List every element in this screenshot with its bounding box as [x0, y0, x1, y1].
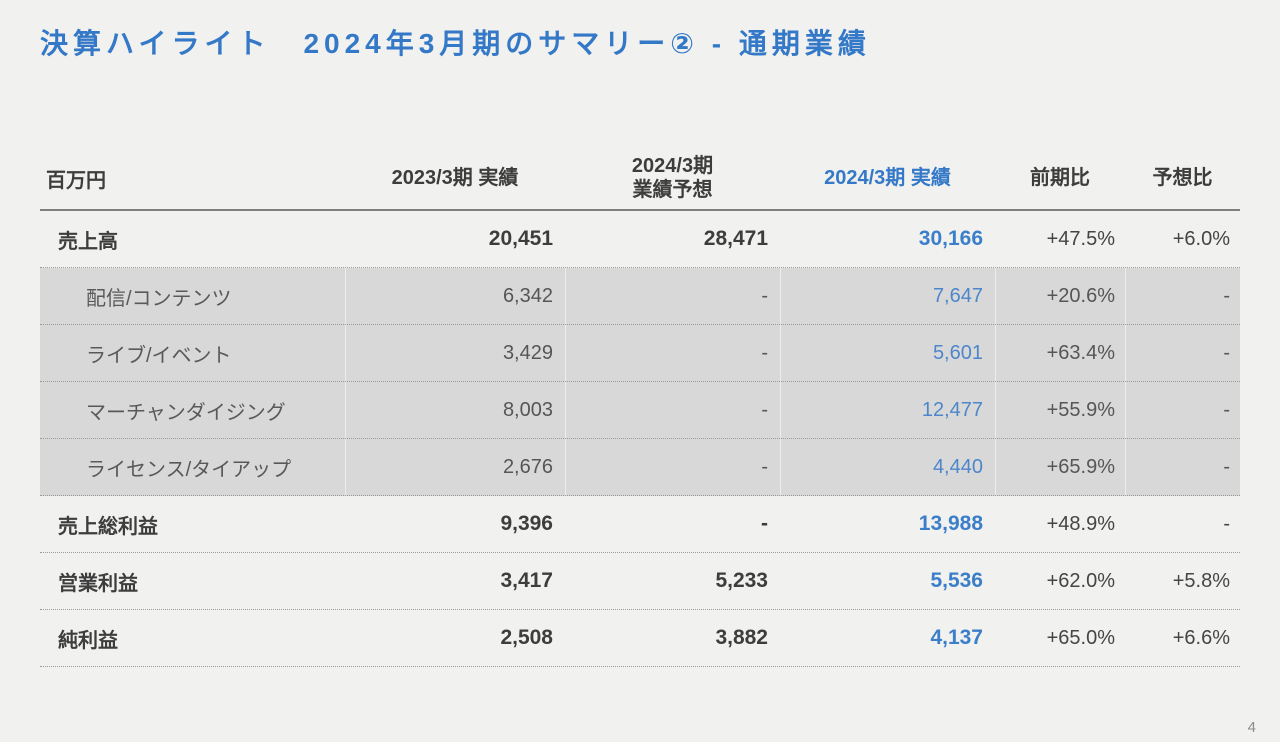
fy2024-actual-value: 5,601: [780, 325, 995, 381]
fy2023-actual-value: 3,417: [500, 569, 553, 592]
yoy-value: +55.9%: [995, 382, 1125, 438]
table-row-live-events: ライブ/イベント 3,429 - 5,601 +63.4% -: [40, 325, 1240, 382]
fy2024-actual-value: 13,988: [918, 512, 983, 535]
table-row-merchandising: マーチャンダイジング 8,003 - 12,477 +55.9% -: [40, 382, 1240, 439]
table-header-row: 百万円 2023/3期 実績 2024/3期 業績予想 2024/3期 実績 前…: [40, 147, 1240, 211]
row-label: 営業利益: [58, 572, 138, 595]
row-label: 売上総利益: [58, 515, 158, 538]
fy2024-actual-value: 30,166: [918, 227, 983, 250]
vs-forecast-value: -: [1223, 512, 1230, 535]
yoy-value: +48.9%: [1046, 512, 1115, 535]
vs-forecast-value: +6.6%: [1172, 626, 1230, 649]
row-label: 配信/コンテンツ: [86, 287, 232, 310]
fy2023-actual-value: 9,396: [500, 512, 553, 535]
fy2023-actual-value: 2,676: [345, 439, 565, 495]
yoy-value: +62.0%: [1046, 569, 1115, 592]
fy2024-forecast-value: -: [565, 382, 780, 438]
column-header-fy2024-forecast: 2024/3期 業績予想: [631, 155, 714, 201]
fy2024-forecast-value: -: [565, 268, 780, 324]
unit-label: 百万円: [46, 169, 106, 192]
fy2024-forecast-value: 28,471: [703, 227, 768, 250]
row-label: 純利益: [58, 629, 118, 652]
vs-forecast-value: +6.0%: [1172, 227, 1230, 250]
table-row-operating-profit: 営業利益 3,417 5,233 5,536 +62.0% +5.8%: [40, 553, 1240, 610]
page-title: 決算ハイライト 2024年3月期のサマリー② - 通期業績: [40, 28, 871, 59]
column-header-fy2024-actual: 2024/3期 実績: [824, 167, 951, 189]
financial-results-table: 百万円 2023/3期 実績 2024/3期 業績予想 2024/3期 実績 前…: [40, 147, 1240, 667]
row-label: 売上高: [58, 230, 118, 253]
fy2024-actual-value: 5,536: [930, 569, 983, 592]
fy2024-actual-value: 7,647: [780, 268, 995, 324]
fy2023-actual-value: 2,508: [500, 626, 553, 649]
table-row-net-profit: 純利益 2,508 3,882 4,137 +65.0% +6.6%: [40, 610, 1240, 667]
vs-forecast-value: -: [1125, 325, 1240, 381]
vs-forecast-value: -: [1125, 268, 1240, 324]
row-label: ライブ/イベント: [86, 344, 232, 367]
fy2024-actual-value: 4,440: [780, 439, 995, 495]
fy2024-actual-value: 4,137: [930, 626, 983, 649]
column-header-fy2023-actual: 2023/3期 実績: [391, 167, 519, 189]
row-label: マーチャンダイジング: [86, 401, 286, 424]
fy2024-actual-value: 12,477: [780, 382, 995, 438]
row-label: ライセンス/タイアップ: [86, 458, 292, 481]
fy2024-forecast-value: 5,233: [715, 569, 768, 592]
fy2024-forecast-value: -: [565, 325, 780, 381]
table-row-net-sales: 売上高 20,451 28,471 30,166 +47.5% +6.0%: [40, 211, 1240, 268]
fy2023-actual-value: 3,429: [345, 325, 565, 381]
table-row-streaming-contents: 配信/コンテンツ 6,342 - 7,647 +20.6% -: [40, 268, 1240, 325]
vs-forecast-value: +5.8%: [1172, 569, 1230, 592]
yoy-value: +20.6%: [995, 268, 1125, 324]
yoy-value: +47.5%: [1046, 227, 1115, 250]
yoy-value: +65.9%: [995, 439, 1125, 495]
vs-forecast-value: -: [1125, 382, 1240, 438]
table-row-gross-profit: 売上総利益 9,396 - 13,988 +48.9% -: [40, 496, 1240, 553]
column-header-vs-forecast: 予想比: [1152, 167, 1213, 189]
fy2024-forecast-value: -: [761, 512, 768, 535]
vs-forecast-value: -: [1125, 439, 1240, 495]
fy2023-actual-value: 6,342: [345, 268, 565, 324]
column-header-yoy: 前期比: [1030, 167, 1090, 189]
fy2024-forecast-value: -: [565, 439, 780, 495]
fy2023-actual-value: 8,003: [345, 382, 565, 438]
table-row-license-tieup: ライセンス/タイアップ 2,676 - 4,440 +65.9% -: [40, 439, 1240, 496]
fy2024-forecast-value: 3,882: [715, 626, 768, 649]
yoy-value: +63.4%: [995, 325, 1125, 381]
page-number: 4: [1247, 719, 1256, 736]
fy2023-actual-value: 20,451: [488, 227, 553, 250]
slide: { "page": { "number": "4", "background":…: [0, 22, 1280, 742]
yoy-value: +65.0%: [1046, 626, 1115, 649]
